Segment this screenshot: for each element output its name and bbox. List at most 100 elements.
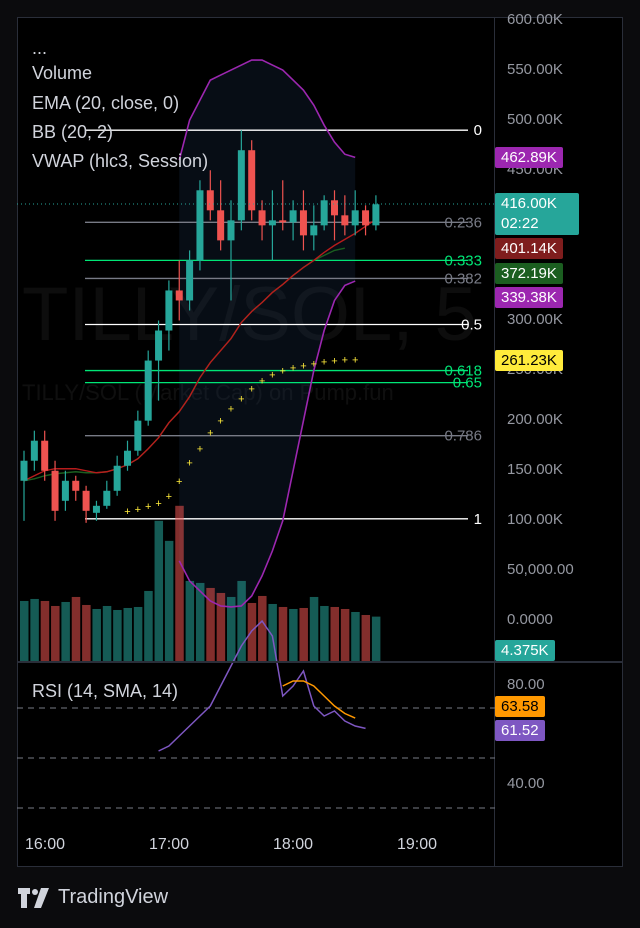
rsi-tick-label: 80.00 bbox=[507, 676, 545, 693]
volume-bar bbox=[247, 602, 257, 661]
candle[interactable] bbox=[165, 280, 173, 351]
candle-body bbox=[217, 210, 225, 241]
volume-bar bbox=[82, 604, 91, 661]
candle-body bbox=[165, 290, 173, 331]
candle[interactable] bbox=[258, 200, 266, 241]
candle[interactable] bbox=[268, 190, 276, 261]
volume-bar bbox=[123, 607, 132, 661]
legend-volume[interactable]: Volume bbox=[32, 63, 93, 83]
candle[interactable] bbox=[279, 180, 287, 231]
time-tick-label: 17:00 bbox=[148, 836, 190, 853]
tradingview-logo-icon bbox=[18, 887, 49, 908]
candle[interactable] bbox=[92, 500, 100, 521]
candle[interactable] bbox=[103, 480, 111, 509]
candle[interactable] bbox=[175, 260, 183, 321]
candle[interactable] bbox=[372, 195, 380, 231]
vwap-point: + bbox=[269, 370, 275, 382]
candle[interactable] bbox=[206, 170, 214, 221]
candle[interactable] bbox=[124, 440, 131, 471]
candle-body bbox=[341, 215, 349, 226]
candle-body bbox=[289, 210, 297, 223]
candle-body bbox=[268, 220, 276, 226]
candle[interactable] bbox=[51, 460, 59, 521]
rsi-ma-badge: 63.58 bbox=[495, 696, 545, 717]
candle[interactable] bbox=[196, 180, 204, 271]
volume-bar bbox=[71, 596, 81, 661]
candle[interactable] bbox=[41, 430, 49, 481]
volume-bar bbox=[320, 605, 329, 661]
legend-ema[interactable]: EMA (20, close, 0) bbox=[32, 93, 180, 113]
fib-label-0.333: 0.333 bbox=[444, 252, 482, 269]
volume-bar bbox=[371, 616, 381, 661]
candle[interactable] bbox=[341, 195, 349, 236]
candle-body bbox=[30, 440, 38, 461]
chart-frame[interactable] bbox=[17, 17, 495, 867]
candle[interactable] bbox=[310, 205, 318, 251]
volume-bar bbox=[330, 606, 339, 661]
candle[interactable] bbox=[320, 195, 328, 231]
price-tick-label: 50,000.00 bbox=[507, 561, 574, 578]
volume-bar bbox=[40, 600, 50, 661]
fib-label-0.5: 0.5 bbox=[461, 317, 482, 334]
bb-lower-badge: 339.38K bbox=[495, 287, 563, 308]
vwap-point: + bbox=[228, 404, 234, 416]
candle[interactable] bbox=[82, 485, 90, 523]
volume-bar bbox=[30, 598, 39, 661]
vwap-point: + bbox=[280, 366, 286, 378]
candle[interactable] bbox=[186, 250, 194, 311]
volume-bar bbox=[51, 605, 60, 661]
candle[interactable] bbox=[144, 350, 152, 426]
indicator-lines: + + + + + + + + + + + + + + + + + + + + + + + bbox=[23, 59, 377, 608]
candle-body bbox=[227, 220, 235, 241]
candle[interactable] bbox=[113, 455, 121, 496]
fib-label-1: 1 bbox=[474, 511, 482, 528]
candle[interactable] bbox=[248, 140, 256, 221]
vwap-point: + bbox=[124, 506, 130, 518]
candle[interactable] bbox=[217, 180, 225, 251]
legend-rsi[interactable]: RSI (14, SMA, 14) bbox=[32, 681, 179, 701]
candle[interactable] bbox=[227, 200, 235, 301]
volume-bar bbox=[216, 592, 226, 661]
legend-dots[interactable]: ... bbox=[32, 38, 48, 58]
bar-countdown: 02:22 bbox=[501, 215, 539, 232]
candle[interactable] bbox=[289, 200, 297, 241]
volume-bar bbox=[102, 605, 112, 661]
candle-body bbox=[320, 200, 328, 226]
vwap-point: + bbox=[300, 361, 306, 373]
candle[interactable] bbox=[299, 190, 307, 251]
volume-bar bbox=[289, 608, 298, 661]
vwap-point: + bbox=[238, 394, 244, 406]
candle-body bbox=[51, 470, 59, 511]
legend-bb[interactable]: BB (20, 2) bbox=[32, 122, 114, 142]
fib-label-0.382: 0.382 bbox=[444, 270, 482, 287]
candle[interactable] bbox=[362, 205, 370, 236]
candle-body bbox=[20, 460, 28, 481]
candle[interactable] bbox=[351, 190, 359, 236]
volume-bars bbox=[20, 505, 381, 661]
tradingview-brand[interactable]: TradingView bbox=[18, 886, 168, 909]
candle[interactable] bbox=[72, 475, 80, 501]
vwap-point: + bbox=[145, 501, 151, 513]
rsi-tick-label: 40.00 bbox=[507, 775, 545, 792]
legend-vwap[interactable]: VWAP (hlc3, Session) bbox=[32, 151, 209, 171]
candle[interactable] bbox=[237, 130, 245, 231]
candles bbox=[20, 130, 380, 523]
volume-badge: 4.375K bbox=[495, 640, 555, 661]
candle-body bbox=[103, 490, 111, 506]
volume-bar bbox=[268, 603, 277, 661]
price-tick-label: 200.00K bbox=[507, 411, 563, 428]
candle[interactable] bbox=[30, 430, 38, 471]
candle[interactable] bbox=[134, 410, 142, 456]
watermark-subtitle: TILLY/SOL (Market Cap) on Pump.fun bbox=[22, 380, 394, 405]
vwap-point: + bbox=[259, 376, 265, 388]
candle-body bbox=[351, 210, 359, 226]
candle[interactable] bbox=[20, 450, 28, 521]
candle-body bbox=[331, 200, 338, 216]
candle[interactable] bbox=[155, 320, 163, 401]
fib-label-0.236: 0.236 bbox=[444, 214, 482, 231]
bb-basis-badge: 372.19K bbox=[495, 263, 563, 284]
candle[interactable] bbox=[61, 470, 69, 511]
candle[interactable] bbox=[331, 190, 338, 241]
vwap-point: + bbox=[248, 384, 254, 396]
